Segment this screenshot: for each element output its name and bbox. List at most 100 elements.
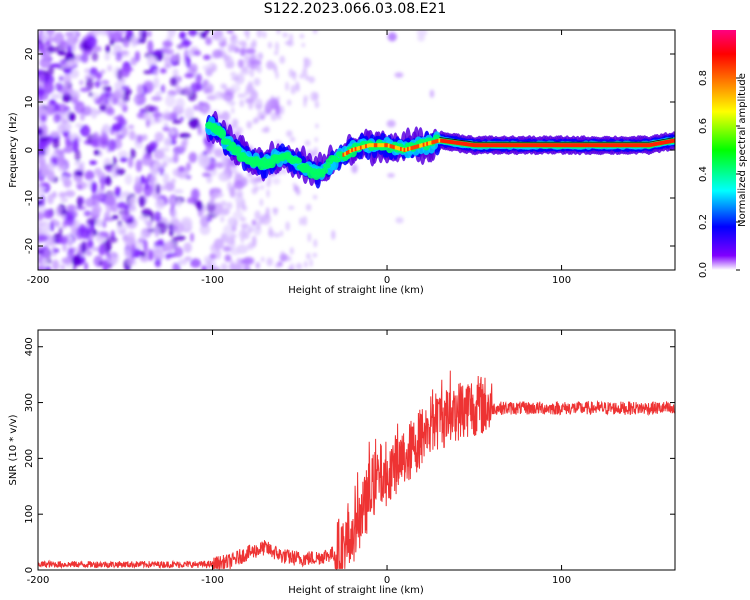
noise-blob bbox=[68, 112, 76, 122]
noise-blob bbox=[166, 34, 173, 42]
ridge-blob bbox=[322, 163, 331, 169]
ridge-core bbox=[516, 143, 520, 148]
noise-blob bbox=[65, 139, 72, 148]
ridge-blob bbox=[223, 138, 232, 145]
noise-blob bbox=[165, 48, 174, 55]
ridge-core bbox=[443, 139, 446, 144]
ridge-core bbox=[406, 147, 410, 152]
noise-blob bbox=[171, 208, 178, 221]
noise-blob bbox=[123, 249, 132, 259]
ridge-core bbox=[663, 140, 666, 145]
noise-blob bbox=[50, 93, 62, 99]
noise-blob bbox=[179, 133, 191, 139]
noise-blob-faint bbox=[234, 170, 239, 180]
noise-blob bbox=[84, 170, 95, 181]
ridge-core bbox=[490, 143, 493, 148]
noise-blob bbox=[94, 167, 102, 176]
noise-blob bbox=[114, 186, 121, 198]
noise-blob bbox=[162, 154, 170, 167]
colorbar: 0.0 0.2 0.4 0.6 0.8 Normalized spectral ampl… bbox=[698, 30, 748, 278]
noise-blob-faint bbox=[288, 205, 295, 210]
ridge-core bbox=[455, 140, 459, 145]
snr-y-label: SNR (10 * v/v) bbox=[8, 414, 19, 485]
ridge-core bbox=[436, 138, 439, 143]
noise-blob bbox=[163, 122, 169, 127]
noise-blob bbox=[163, 240, 175, 251]
noise-blob bbox=[177, 165, 186, 172]
noise-blob bbox=[38, 199, 43, 206]
noise-blob bbox=[141, 30, 147, 40]
noise-blob bbox=[111, 215, 119, 220]
noise-blob bbox=[135, 159, 143, 173]
ridge-core bbox=[619, 143, 623, 148]
noise-blob bbox=[221, 111, 231, 122]
noise-blob-faint bbox=[301, 68, 308, 76]
noise-blob bbox=[201, 264, 208, 270]
noise-blob-faint bbox=[279, 55, 286, 64]
noise-blob bbox=[126, 257, 138, 267]
noise-blob bbox=[39, 148, 46, 156]
y-tick-label: 0 bbox=[24, 147, 35, 153]
noise-blob bbox=[112, 156, 117, 166]
noise-blob bbox=[95, 234, 105, 244]
noise-blob bbox=[93, 255, 104, 267]
noise-blob bbox=[104, 52, 110, 61]
ridge-core bbox=[344, 151, 347, 156]
ridge-core bbox=[494, 143, 497, 148]
noise-blob bbox=[120, 126, 129, 137]
ridge-core bbox=[562, 143, 565, 148]
ridge-core bbox=[522, 143, 525, 148]
ridge-core bbox=[644, 143, 647, 148]
noise-blob bbox=[53, 113, 62, 124]
noise-blob bbox=[89, 160, 98, 166]
noise-blob-faint bbox=[226, 201, 233, 210]
noise-blob bbox=[141, 155, 154, 166]
ridge-core bbox=[665, 140, 668, 144]
noise-blob bbox=[429, 89, 435, 98]
ridge-core bbox=[661, 140, 664, 145]
ridge-core bbox=[469, 142, 473, 147]
noise-blob bbox=[99, 137, 109, 149]
noise-blob-faint bbox=[240, 238, 244, 244]
noise-blob bbox=[133, 97, 139, 103]
snr-panel: -200 -100 0 100 0 100 200 300 400 Height of str… bbox=[8, 329, 676, 596]
noise-blob bbox=[226, 30, 234, 34]
ridge-core bbox=[590, 143, 593, 148]
noise-blob bbox=[246, 120, 252, 129]
noise-blob-faint bbox=[273, 51, 279, 56]
noise-blob bbox=[230, 76, 241, 81]
noise-blob bbox=[172, 68, 179, 78]
colorbar-tick-label: 0.6 bbox=[698, 118, 709, 134]
noise-blob-faint bbox=[227, 60, 235, 69]
ridge-core bbox=[536, 143, 539, 148]
y-tick-label: -20 bbox=[24, 238, 35, 254]
ridge-core bbox=[375, 143, 378, 148]
noise-blob bbox=[44, 53, 52, 61]
ridge-core bbox=[361, 145, 364, 150]
noise-blob bbox=[140, 250, 146, 258]
noise-blob bbox=[57, 103, 68, 114]
noise-blob bbox=[59, 175, 68, 182]
ridge-core bbox=[654, 141, 658, 146]
noise-blob bbox=[167, 89, 178, 97]
noise-blob bbox=[107, 31, 114, 40]
noise-blob bbox=[153, 76, 160, 89]
noise-blob bbox=[94, 71, 103, 79]
noise-blob-faint bbox=[274, 41, 279, 52]
noise-blob bbox=[219, 208, 230, 215]
noise-blob bbox=[91, 92, 100, 102]
noise-blob-faint bbox=[255, 175, 260, 184]
noise-blob bbox=[164, 62, 172, 69]
noise-blob bbox=[148, 141, 157, 152]
noise-blob-faint bbox=[222, 36, 227, 43]
noise-blob bbox=[146, 220, 153, 229]
noise-blob bbox=[105, 175, 112, 186]
ridge-core bbox=[520, 143, 523, 148]
noise-blob-faint bbox=[224, 95, 232, 101]
noise-blob-faint bbox=[243, 181, 248, 187]
noise-blob-faint bbox=[221, 92, 226, 101]
noise-blob bbox=[75, 226, 84, 240]
noise-blob bbox=[147, 40, 154, 54]
noise-blob bbox=[71, 90, 80, 100]
